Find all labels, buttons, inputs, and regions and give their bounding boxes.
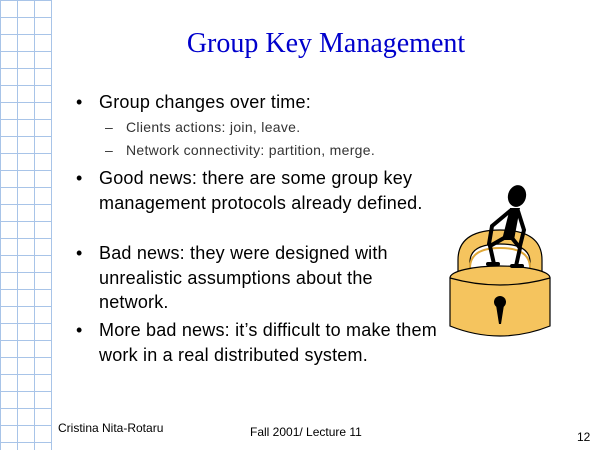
bullet-text: More bad news: it’s difficult to make th… [99, 320, 437, 365]
sub-bullet-network-connectivity: – Network connectivity: partition, merge… [105, 141, 435, 159]
grid-edge-line [51, 0, 52, 450]
bullet-marker: • [76, 320, 83, 340]
bullet-marker: • [76, 168, 83, 188]
bullet-group-changes: • Group changes over time: [76, 90, 376, 115]
bullet-text: Group changes over time: [99, 92, 311, 112]
bullet-bad-news: • Bad news: they were designed with unre… [76, 241, 421, 315]
bullet-text: Good news: there are some group key mana… [99, 168, 423, 213]
person-on-padlock-icon [449, 185, 551, 337]
sub-bullet-text: Network connectivity: partition, merge. [126, 142, 376, 158]
footer-author: Cristina Nita-Rotaru [58, 421, 164, 435]
bullet-good-news: • Good news: there are some group key ma… [76, 166, 446, 215]
sub-bullet-text: Clients actions: join, leave. [126, 119, 301, 135]
grid-decoration [0, 0, 51, 450]
footer-lecture: Fall 2001/ Lecture 11 [250, 425, 362, 439]
slide-title: Group Key Management [186, 28, 466, 59]
bullet-marker: • [76, 243, 83, 263]
page-number: 12 [577, 430, 591, 444]
bullet-more-bad-news: • More bad news: it’s difficult to make … [76, 318, 446, 367]
sub-bullet-marker: – [105, 119, 114, 135]
bullet-marker: • [76, 92, 83, 112]
sub-bullet-clients-actions: – Clients actions: join, leave. [105, 118, 435, 136]
bullet-text: Bad news: they were designed with unreal… [99, 243, 388, 312]
sub-bullet-marker: – [105, 142, 114, 158]
